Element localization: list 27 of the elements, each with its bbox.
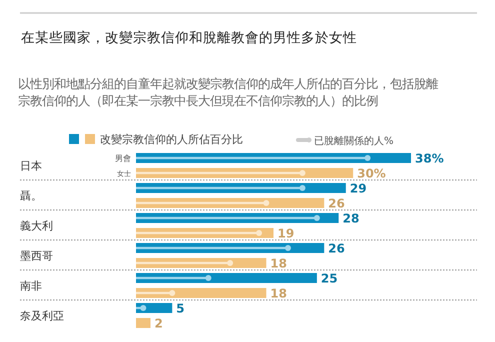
chart-subtitle: 以性別和地點分組的自童年起就改變宗教信仰的成年人所佔的百分比，包括脫離宗教信仰的人（即在某一宗教中長大但現在不信仰宗教的人）的比例 <box>18 77 438 108</box>
legend-title: 改變宗教信仰的人所佔百分比 <box>100 133 243 146</box>
data-label: 18 <box>270 256 287 270</box>
chart-title: 在某些國家，改變宗教信仰和脫離教會的男性多於女性 <box>21 30 357 46</box>
series-label: 男會 <box>115 154 131 163</box>
data-label: 19 <box>278 226 294 240</box>
bar <box>136 273 317 283</box>
y-tick-label: 日本 <box>20 160 42 172</box>
y-tick-label: 奈及利亞 <box>20 310 64 322</box>
data-label: 5 <box>176 302 185 316</box>
data-label: 28 <box>342 212 360 226</box>
y-tick-label: 義大利 <box>20 220 53 232</box>
bar <box>136 288 266 298</box>
y-tick-label: 南非 <box>20 280 42 292</box>
data-label: 29 <box>350 182 367 196</box>
y-tick-label: 墨西哥 <box>20 250 53 262</box>
data-label: 18 <box>270 286 287 300</box>
data-label: 26 <box>328 242 345 256</box>
y-tick-label: 聶。 <box>20 190 42 202</box>
series-label: 已脫離關係的人% <box>314 135 394 147</box>
data-label: 30% <box>357 166 386 180</box>
bar <box>136 318 150 328</box>
data-label: 25 <box>320 272 338 286</box>
data-label: 38% <box>415 152 444 166</box>
data-label: 2 <box>154 316 163 330</box>
data-label: 26 <box>328 196 345 210</box>
bar <box>136 303 172 313</box>
